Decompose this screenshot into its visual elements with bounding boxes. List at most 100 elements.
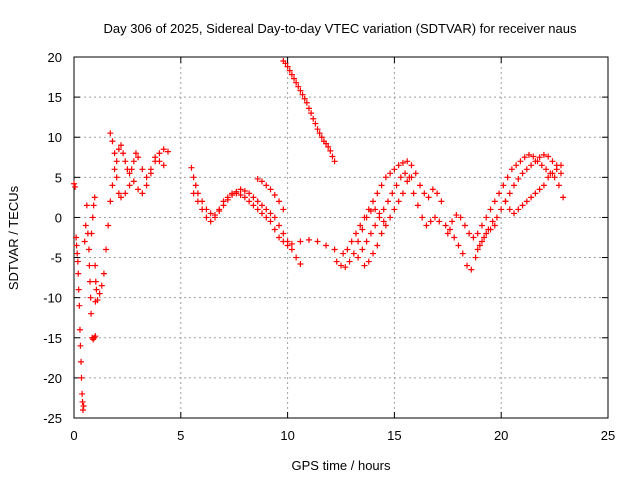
data-point (389, 190, 396, 197)
y-tick-label: 10 (48, 130, 62, 145)
data-point (545, 153, 552, 160)
data-point (312, 120, 319, 127)
data-point (105, 222, 112, 229)
data-point (408, 162, 415, 169)
data-point (466, 230, 473, 237)
data-point (126, 182, 133, 189)
data-point (263, 214, 270, 221)
series-2 (188, 164, 338, 267)
data-point (323, 242, 330, 249)
data-point (79, 390, 86, 397)
data-point (88, 230, 95, 237)
data-point (417, 182, 424, 189)
data-point (143, 182, 150, 189)
data-point (357, 222, 364, 229)
data-point (73, 242, 80, 249)
data-point (323, 140, 330, 147)
data-point (96, 290, 103, 297)
data-point (502, 198, 509, 205)
data-point (504, 174, 511, 181)
data-point (449, 218, 456, 225)
data-point (487, 206, 494, 213)
data-point (374, 190, 381, 197)
x-tick-label: 20 (494, 428, 508, 443)
data-point (90, 202, 97, 209)
data-point (549, 158, 556, 165)
data-point (363, 238, 370, 245)
data-point (365, 258, 372, 265)
data-point (391, 166, 398, 173)
data-point (250, 202, 257, 209)
data-point (523, 166, 530, 173)
data-point (483, 214, 490, 221)
data-point (384, 198, 391, 205)
data-point (528, 162, 535, 169)
data-point (515, 175, 522, 182)
chart-title: Day 306 of 2025, Sidereal Day-to-day VTE… (103, 21, 577, 36)
data-point (560, 194, 567, 201)
data-point (303, 99, 310, 106)
data-point (474, 246, 481, 253)
data-point (348, 238, 355, 245)
y-tick-label: -25 (43, 411, 62, 426)
data-point (553, 166, 560, 173)
data-point (250, 194, 257, 201)
data-point (346, 258, 353, 265)
data-point (423, 222, 430, 229)
data-point (288, 71, 295, 78)
data-point (397, 174, 404, 181)
data-point (111, 166, 118, 173)
data-point (532, 190, 539, 197)
data-point (160, 146, 167, 153)
data-point (293, 79, 300, 86)
data-point (199, 206, 206, 213)
data-point (551, 174, 558, 181)
data-point (207, 210, 214, 217)
data-point (216, 206, 223, 213)
plot-frame (73, 56, 609, 419)
data-point (545, 174, 552, 181)
data-point (117, 142, 124, 149)
data-point (267, 186, 274, 193)
data-point (128, 166, 135, 173)
data-point (555, 182, 562, 189)
data-point (280, 206, 287, 213)
data-point (288, 246, 295, 253)
data-point (305, 236, 312, 243)
data-point (80, 402, 87, 409)
data-point (75, 286, 82, 293)
data-point (113, 174, 120, 181)
data-point (276, 198, 283, 205)
data-point (399, 159, 406, 166)
data-point (263, 182, 270, 189)
data-point (120, 150, 127, 157)
data-point (87, 278, 94, 285)
data-point (301, 95, 308, 102)
data-point (241, 187, 248, 194)
data-point (498, 206, 505, 213)
data-point (297, 87, 304, 94)
data-point (98, 282, 105, 289)
data-point (530, 153, 537, 160)
data-point (254, 175, 261, 182)
data-point (299, 91, 306, 98)
data-point (355, 254, 362, 261)
data-point (549, 170, 556, 177)
data-point (382, 174, 389, 181)
data-point (92, 333, 99, 340)
data-point (156, 150, 163, 157)
data-point (246, 190, 253, 197)
data-point (81, 238, 88, 245)
series-3 (280, 58, 338, 165)
data-point (147, 166, 154, 173)
data-point (190, 190, 197, 197)
data-point (297, 238, 304, 245)
data-point (506, 206, 513, 213)
data-point (372, 222, 379, 229)
data-point (297, 260, 304, 267)
data-point (493, 214, 500, 221)
data-point (540, 151, 547, 158)
data-point (224, 194, 231, 201)
data-point (442, 222, 449, 229)
data-point (419, 214, 426, 221)
